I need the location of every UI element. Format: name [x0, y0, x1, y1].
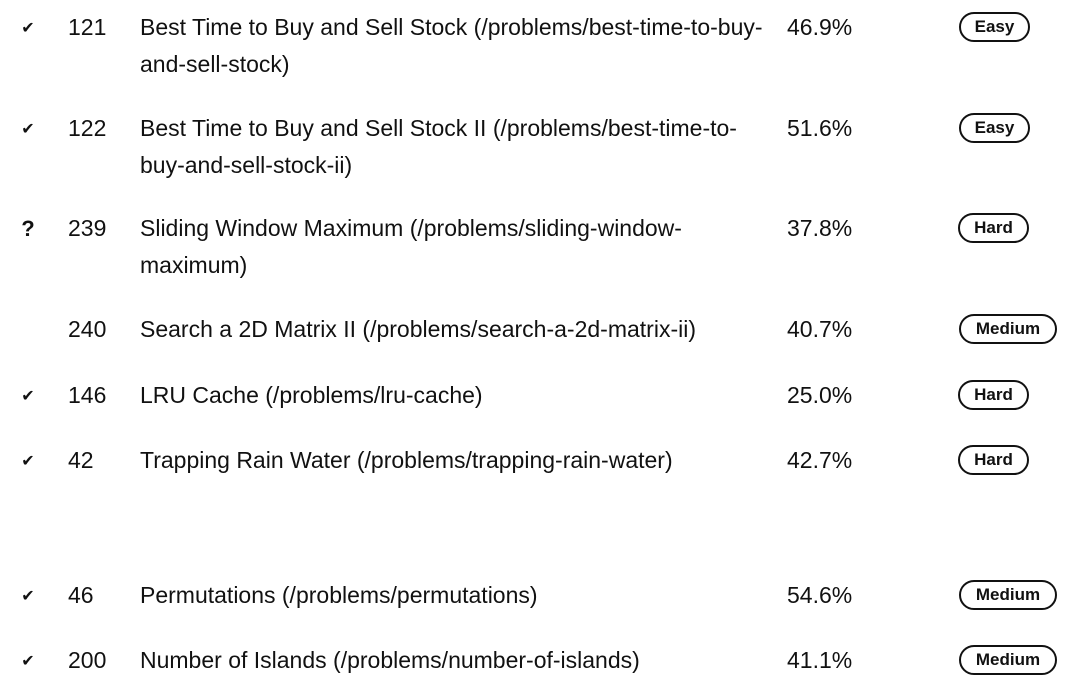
problem-number: 240: [68, 316, 107, 342]
problem-title-link[interactable]: Best Time to Buy and Sell Stock II (/pro…: [140, 115, 737, 178]
problem-number: 122: [68, 115, 107, 141]
difficulty-badge: Hard: [958, 445, 1029, 475]
acceptance-rate: 46.9%: [787, 14, 853, 40]
difficulty-badge: Medium: [959, 580, 1057, 610]
problem-title-link[interactable]: Number of Islands (/problems/number-of-i…: [140, 647, 640, 673]
acceptance-rate: 41.1%: [787, 647, 853, 673]
difficulty-badge: Medium: [959, 645, 1057, 675]
problem-number: 121: [68, 14, 107, 40]
acceptance-rate: 54.6%: [787, 582, 853, 608]
problem-title-link[interactable]: LRU Cache (/problems/lru-cache): [140, 382, 483, 408]
difficulty-badge: Hard: [958, 213, 1029, 243]
problem-title-link[interactable]: Search a 2D Matrix II (/problems/search-…: [140, 316, 696, 342]
acceptance-rate: 37.8%: [787, 215, 853, 241]
problem-title-link[interactable]: Sliding Window Maximum (/problems/slidin…: [140, 215, 682, 278]
acceptance-rate: 51.6%: [787, 115, 853, 141]
difficulty-badge: Easy: [959, 113, 1030, 143]
difficulty-badge: Easy: [959, 12, 1030, 42]
problem-number: 42: [68, 447, 94, 473]
acceptance-rate: 40.7%: [787, 316, 853, 342]
acceptance-rate: 42.7%: [787, 447, 853, 473]
check-icon: ✔: [21, 20, 35, 37]
check-icon: ✔: [21, 121, 35, 138]
problem-title-link[interactable]: Best Time to Buy and Sell Stock (/proble…: [140, 14, 763, 77]
status-empty: [14, 314, 42, 346]
check-icon: ✔: [21, 453, 35, 470]
acceptance-rate: 25.0%: [787, 382, 853, 408]
problem-number: 46: [68, 582, 94, 608]
problem-title-link[interactable]: Permutations (/problems/permutations): [140, 582, 538, 608]
question-mark-icon: ?: [21, 216, 35, 241]
problem-title-link[interactable]: Trapping Rain Water (/problems/trapping-…: [140, 447, 673, 473]
difficulty-badge: Hard: [958, 380, 1029, 410]
check-icon: ✔: [21, 588, 35, 605]
difficulty-badge: Medium: [959, 314, 1057, 344]
check-icon: ✔: [21, 653, 35, 670]
check-icon: ✔: [21, 388, 35, 405]
problem-number: 146: [68, 382, 107, 408]
problem-number: 239: [68, 215, 107, 241]
problem-number: 200: [68, 647, 107, 673]
